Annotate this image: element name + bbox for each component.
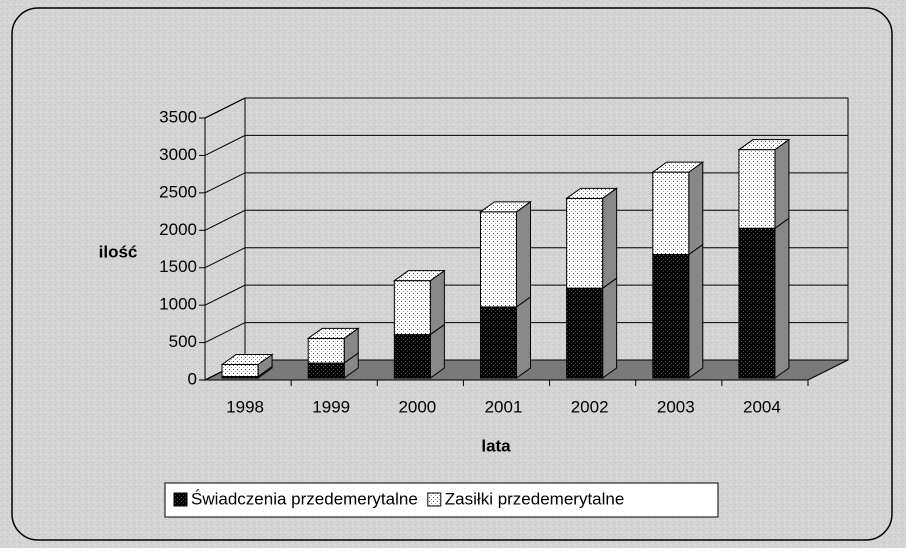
bar-top bbox=[565, 187, 619, 199]
bar-top bbox=[737, 139, 791, 151]
x-tick-label: 2000 bbox=[398, 397, 436, 416]
legend-swatch bbox=[173, 492, 188, 507]
bar bbox=[738, 149, 776, 229]
grid-line bbox=[204, 97, 848, 119]
legend-label: Zasiłki przedemerytalne bbox=[445, 489, 625, 508]
y-tick-label: 0 bbox=[188, 369, 197, 388]
y-tick-label: 2000 bbox=[159, 220, 197, 239]
bar bbox=[738, 227, 776, 379]
bar bbox=[652, 253, 690, 379]
x-tick-label: 2003 bbox=[657, 397, 695, 416]
y-axis-label: ilość bbox=[99, 242, 138, 261]
legend-swatch bbox=[427, 492, 442, 507]
x-tick-label: 2001 bbox=[485, 397, 523, 416]
bar-side bbox=[429, 269, 445, 336]
bar bbox=[566, 197, 604, 289]
legend bbox=[164, 482, 719, 518]
grid-line bbox=[204, 322, 848, 344]
bar-side bbox=[688, 243, 704, 379]
bar-side bbox=[602, 187, 618, 290]
grid-line bbox=[204, 209, 848, 231]
bar-side bbox=[774, 217, 790, 379]
bar-side bbox=[774, 138, 790, 230]
bar-side bbox=[516, 295, 531, 379]
grid-line bbox=[204, 247, 848, 269]
legend-label: Świadczenia przedemerytalne bbox=[191, 489, 418, 508]
y-tick-label: 3000 bbox=[159, 145, 197, 164]
x-tick-label: 1999 bbox=[312, 397, 350, 416]
y-tick-label: 2500 bbox=[159, 182, 197, 201]
bar bbox=[566, 287, 604, 379]
bar bbox=[393, 334, 431, 379]
plot bbox=[199, 97, 849, 386]
x-tick-label: 2004 bbox=[743, 397, 781, 416]
bar-side bbox=[602, 277, 618, 379]
y-tick-label: 500 bbox=[169, 332, 197, 351]
y-tick-label: 1500 bbox=[159, 257, 197, 276]
y-tick-label: 3500 bbox=[159, 107, 197, 126]
bar bbox=[307, 337, 345, 364]
bar-top bbox=[478, 201, 533, 213]
x-tick-label: 2002 bbox=[571, 397, 609, 416]
bar bbox=[393, 280, 431, 336]
grid-line bbox=[204, 284, 848, 306]
x-tick-label: 1998 bbox=[226, 397, 264, 416]
bar-top bbox=[392, 270, 446, 282]
y-tick-label: 1000 bbox=[159, 295, 197, 314]
bar bbox=[307, 362, 345, 379]
grid-line bbox=[204, 172, 848, 194]
bar-side bbox=[688, 161, 704, 256]
frame bbox=[11, 7, 893, 541]
bar bbox=[652, 171, 690, 255]
bar bbox=[480, 211, 517, 308]
grid-line bbox=[204, 134, 848, 156]
bar-top bbox=[220, 354, 274, 366]
x-axis-label: lata bbox=[481, 436, 511, 455]
bar-side bbox=[516, 200, 531, 308]
bar bbox=[480, 306, 517, 379]
bar bbox=[221, 364, 259, 378]
bar-top bbox=[651, 161, 705, 173]
bar-top bbox=[306, 327, 360, 339]
